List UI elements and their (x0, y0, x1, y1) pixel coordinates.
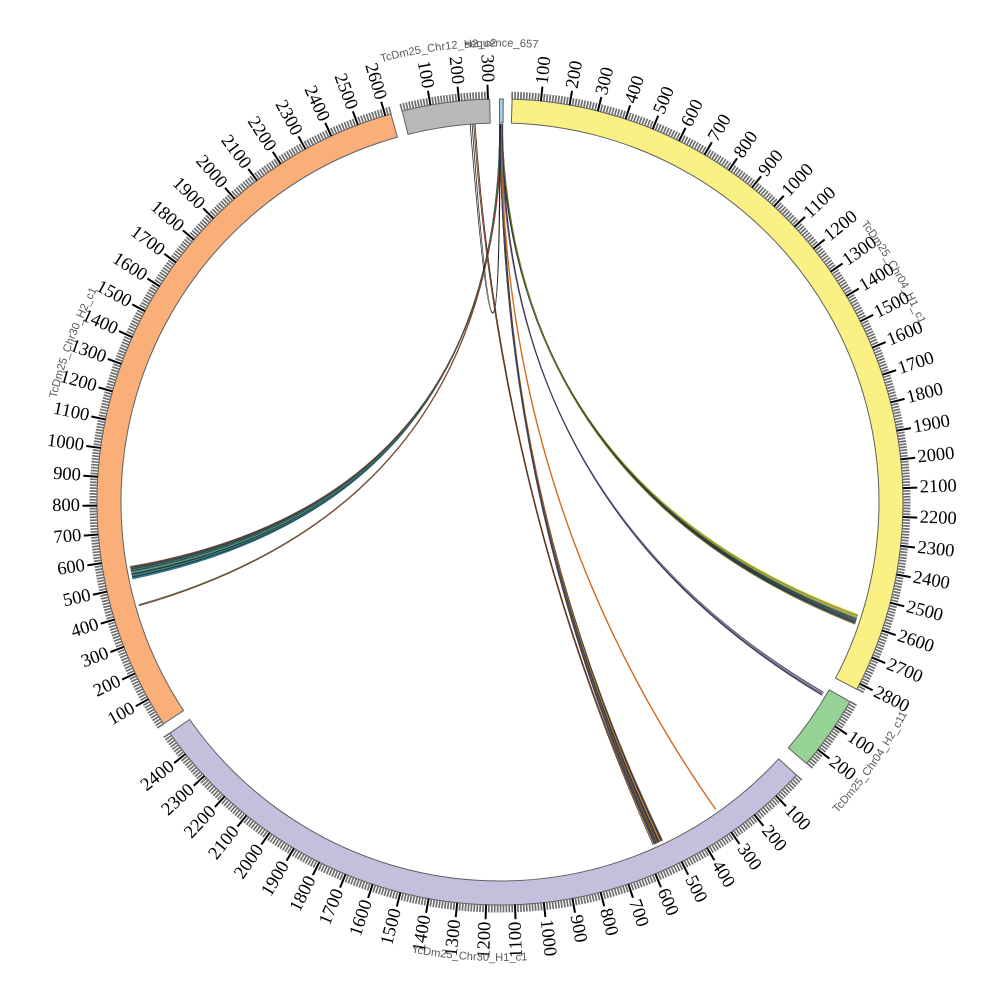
svg-text:1000: 1000 (46, 431, 85, 456)
svg-text:1000: 1000 (536, 918, 560, 957)
svg-text:300: 300 (477, 54, 498, 82)
svg-text:700: 700 (53, 526, 82, 548)
svg-text:100: 100 (413, 59, 437, 90)
svg-text:1200: 1200 (474, 921, 495, 959)
svg-text:800: 800 (52, 496, 80, 516)
svg-text:sequence_657: sequence_657 (464, 37, 539, 51)
svg-text:100: 100 (533, 56, 556, 86)
svg-text:2100: 2100 (919, 476, 957, 497)
svg-text:1100: 1100 (506, 921, 527, 958)
svg-text:200: 200 (445, 56, 468, 86)
svg-text:900: 900 (566, 913, 591, 944)
svg-text:2200: 2200 (919, 508, 957, 529)
svg-text:600: 600 (56, 556, 86, 580)
svg-text:900: 900 (53, 464, 82, 486)
svg-text:1300: 1300 (442, 919, 466, 958)
svg-text:2300: 2300 (916, 538, 955, 562)
svg-text:2000: 2000 (917, 444, 956, 468)
svg-text:200: 200 (563, 59, 587, 90)
